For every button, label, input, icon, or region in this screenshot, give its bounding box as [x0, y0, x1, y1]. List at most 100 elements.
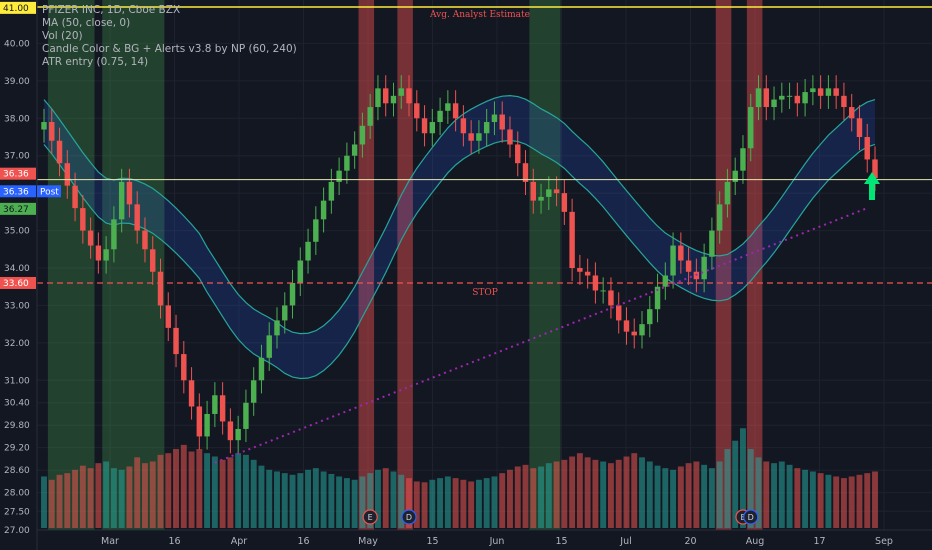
volume-bar	[274, 471, 280, 528]
post-price-tag: 36.36	[3, 187, 29, 197]
candle-body	[188, 380, 195, 407]
candle-body	[639, 324, 645, 336]
volume-bar	[615, 459, 622, 528]
x-axis-tick-label: 20	[684, 536, 696, 547]
candle-body	[212, 395, 218, 414]
stop-price-tag-bg	[0, 276, 36, 289]
signal-background-green	[47, 0, 95, 530]
analyst-price-tag: 41.00	[3, 4, 29, 14]
volume-bar	[817, 473, 824, 528]
stop-price-tag: 33.60	[3, 279, 29, 289]
volume-bar	[266, 469, 273, 528]
candle-body	[732, 170, 738, 182]
volume-bar	[771, 463, 777, 528]
legend-atr[interactable]: ATR entry (0.75, 14)	[42, 56, 149, 68]
candle-body	[111, 219, 117, 250]
volume-bar	[328, 473, 335, 528]
volume-bar	[142, 463, 148, 528]
atr-price-tag: 36.27	[3, 205, 29, 215]
candle-body	[833, 88, 839, 96]
volume-bar	[421, 482, 428, 528]
volume-bar	[165, 453, 172, 528]
candle-body	[227, 421, 234, 441]
candle-body	[103, 249, 109, 261]
legend-volume[interactable]: Vol (20)	[42, 30, 83, 42]
candle-body	[825, 88, 832, 96]
post-price-tag-bg	[0, 185, 36, 198]
volume-bar	[475, 479, 482, 528]
event-marker-icon	[401, 509, 417, 525]
candle-body	[429, 122, 436, 134]
volume-bar	[390, 471, 397, 528]
indicator-legend: PFIZER INC, 1D, Cboe BZX MA (50, close, …	[42, 4, 297, 69]
volume-bar	[336, 476, 343, 528]
candle-body	[786, 95, 793, 97]
event-marker-label: E	[368, 513, 373, 522]
candle-body	[150, 249, 156, 272]
candle-body	[468, 133, 474, 141]
volume-bar	[802, 469, 809, 528]
legend-candle-bg[interactable]: Candle Color & BG + Alerts v3.8 by NP (6…	[42, 43, 297, 55]
volume-bar	[708, 468, 715, 528]
volume-bar	[289, 474, 296, 528]
event-marker-label: D	[748, 513, 754, 522]
volume-bar	[134, 457, 141, 528]
candle-body	[724, 181, 731, 205]
candle-body	[243, 402, 249, 429]
volume-bar	[584, 457, 591, 528]
y-axis-tick-label: 28.00	[4, 489, 30, 499]
candle-body	[810, 88, 816, 93]
volume-bar	[778, 461, 785, 528]
ma-band-upper	[43, 95, 876, 335]
legend-ma[interactable]: MA (50, close, 0)	[42, 17, 131, 29]
candle-body	[670, 245, 676, 276]
candle-body	[817, 88, 824, 96]
volume-bar	[499, 473, 506, 528]
volume-bar	[41, 476, 47, 528]
volume-bar	[444, 476, 451, 528]
candle-body	[483, 122, 490, 134]
candle-body	[56, 140, 63, 164]
candle-body	[126, 181, 133, 205]
candle-body	[452, 103, 459, 119]
event-marker-icon	[362, 509, 378, 525]
volume-bar	[794, 468, 801, 528]
candle-body	[41, 122, 47, 130]
candle-body	[445, 103, 451, 111]
candle-body	[219, 395, 226, 422]
signal-background-green	[529, 0, 561, 530]
y-axis-tick-label: 30.40	[4, 399, 30, 409]
volume-bar	[530, 468, 537, 528]
post-badge	[37, 185, 61, 198]
volume-bar	[786, 464, 793, 528]
candle-body	[569, 211, 575, 268]
x-axis-tick-label: Sep	[875, 536, 893, 547]
candle-body	[841, 95, 847, 108]
candle-body	[258, 357, 265, 381]
y-axis-tick-label: 27.50	[4, 507, 30, 517]
volume-bar	[483, 478, 490, 528]
candle-body	[196, 406, 203, 437]
volume-bar	[398, 474, 405, 528]
candle-body	[328, 181, 335, 201]
analyst-estimate-label: Avg. Analyst Estimate	[429, 10, 530, 20]
candle-body	[421, 118, 428, 134]
candle-body	[647, 309, 653, 325]
candle-body	[662, 275, 669, 287]
candle-body	[794, 95, 801, 104]
support-trendline	[214, 207, 868, 464]
candle-body	[600, 290, 606, 292]
y-axis-tick-label: 29.80	[4, 421, 30, 431]
candle-body	[763, 88, 769, 108]
legend-symbol[interactable]: PFIZER INC, 1D, Cboe BZX	[42, 4, 181, 16]
candle-body	[165, 305, 171, 328]
volume-bar	[235, 453, 242, 528]
volume-bar	[343, 478, 350, 528]
candle-body	[297, 260, 304, 283]
volume-bar	[56, 474, 63, 528]
candle-body	[367, 107, 373, 126]
volume-bar	[576, 453, 583, 528]
volume-bar	[219, 459, 226, 528]
volume-bar	[48, 479, 55, 528]
